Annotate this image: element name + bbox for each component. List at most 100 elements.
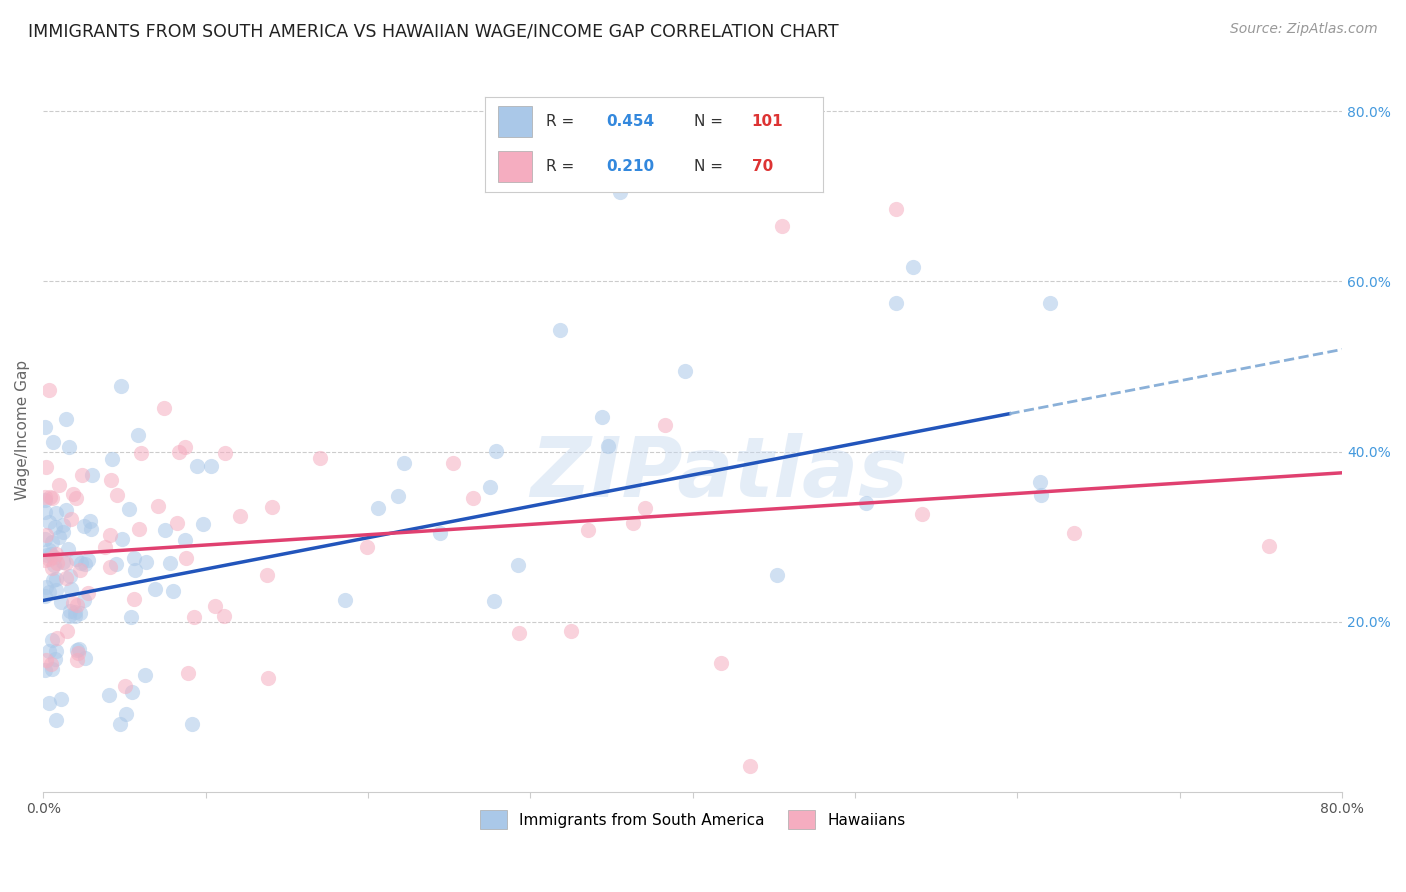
Point bbox=[34, 553, 56, 567]
Point bbox=[153, 523, 176, 537]
Point bbox=[65, 605, 87, 619]
Point bbox=[82, 468, 104, 483]
Point bbox=[35, 653, 58, 667]
Point bbox=[191, 517, 214, 532]
Point bbox=[485, 444, 508, 458]
Point bbox=[38, 585, 60, 599]
Point bbox=[367, 500, 389, 515]
Point bbox=[76, 553, 98, 567]
Point bbox=[41, 573, 63, 587]
Point bbox=[48, 530, 70, 544]
Point bbox=[55, 571, 77, 585]
Point bbox=[39, 657, 62, 671]
Point bbox=[44, 558, 66, 573]
Point bbox=[34, 493, 56, 508]
Point bbox=[98, 528, 121, 542]
Point bbox=[1029, 488, 1052, 502]
Point bbox=[34, 664, 56, 678]
Point bbox=[1039, 295, 1062, 310]
Point bbox=[153, 401, 176, 415]
Point bbox=[120, 610, 142, 624]
Point bbox=[93, 540, 115, 554]
Point bbox=[34, 533, 56, 547]
Point bbox=[45, 572, 67, 586]
Point bbox=[162, 584, 184, 599]
Point bbox=[309, 451, 332, 466]
Point bbox=[65, 609, 87, 624]
Point bbox=[159, 556, 181, 570]
Point bbox=[128, 522, 150, 536]
Point bbox=[34, 528, 56, 542]
Point bbox=[634, 501, 657, 516]
Point bbox=[76, 586, 98, 600]
Point bbox=[38, 516, 60, 530]
Point bbox=[60, 512, 83, 526]
Point bbox=[38, 697, 60, 711]
Point bbox=[598, 439, 620, 453]
Point bbox=[55, 556, 77, 570]
Point bbox=[108, 717, 131, 731]
Point bbox=[34, 420, 56, 434]
Point bbox=[45, 713, 67, 727]
Point bbox=[174, 440, 197, 454]
Point bbox=[70, 467, 93, 482]
Point bbox=[1028, 475, 1050, 489]
Point bbox=[576, 523, 599, 537]
Point bbox=[52, 525, 75, 540]
Point bbox=[508, 558, 530, 572]
Point bbox=[910, 507, 932, 521]
Point bbox=[105, 558, 128, 572]
Point bbox=[105, 488, 128, 502]
Point bbox=[58, 609, 80, 624]
Point bbox=[44, 520, 66, 534]
Point bbox=[45, 557, 67, 571]
Point bbox=[65, 643, 87, 657]
Point bbox=[770, 219, 793, 233]
Point bbox=[69, 606, 91, 620]
Point bbox=[214, 446, 236, 460]
Point bbox=[79, 514, 101, 528]
Point bbox=[67, 642, 90, 657]
Point bbox=[56, 624, 79, 638]
Point bbox=[127, 428, 149, 442]
Point bbox=[41, 534, 63, 549]
Point bbox=[134, 668, 156, 682]
Point bbox=[176, 665, 198, 680]
Point bbox=[765, 567, 787, 582]
Text: ZIPatlas: ZIPatlas bbox=[530, 434, 908, 514]
Point bbox=[48, 478, 70, 492]
Point bbox=[738, 759, 761, 773]
Point bbox=[479, 479, 502, 493]
Point bbox=[229, 509, 252, 524]
Point bbox=[548, 323, 571, 337]
Point bbox=[66, 598, 89, 612]
Point bbox=[118, 502, 141, 516]
Point bbox=[174, 533, 197, 547]
Point bbox=[46, 631, 69, 645]
Point bbox=[38, 644, 60, 658]
Point bbox=[98, 688, 121, 702]
Point bbox=[35, 548, 58, 562]
Point bbox=[200, 459, 222, 474]
Point bbox=[114, 680, 136, 694]
Point bbox=[143, 582, 166, 597]
Point bbox=[34, 505, 56, 519]
Point bbox=[392, 456, 415, 470]
Point bbox=[110, 379, 132, 393]
Point bbox=[135, 555, 157, 569]
Point bbox=[70, 556, 93, 570]
Point bbox=[101, 451, 124, 466]
Point bbox=[167, 444, 190, 458]
Point bbox=[124, 563, 146, 577]
Point bbox=[855, 496, 877, 510]
Point bbox=[59, 604, 82, 618]
Point bbox=[44, 652, 66, 666]
Point bbox=[98, 559, 121, 574]
Text: IMMIGRANTS FROM SOUTH AMERICA VS HAWAIIAN WAGE/INCOME GAP CORRELATION CHART: IMMIGRANTS FROM SOUTH AMERICA VS HAWAIIA… bbox=[28, 22, 839, 40]
Point bbox=[65, 652, 87, 666]
Point bbox=[34, 490, 56, 504]
Point bbox=[111, 532, 134, 546]
Point bbox=[482, 594, 505, 608]
Point bbox=[45, 547, 67, 561]
Point bbox=[65, 491, 87, 506]
